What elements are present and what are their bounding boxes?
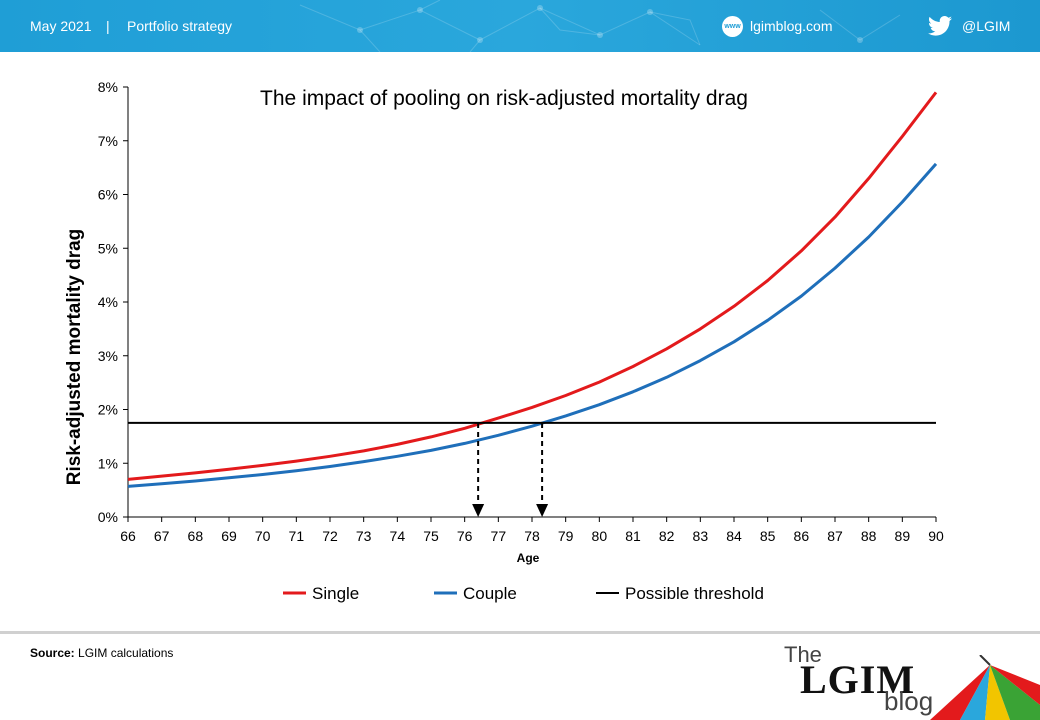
x-tick-label: 74 (390, 528, 406, 544)
y-tick-label: 0% (98, 509, 118, 525)
x-tick-label: 79 (558, 528, 574, 544)
y-tick-label: 5% (98, 240, 118, 256)
y-tick-label: 4% (98, 294, 118, 310)
x-tick-label: 88 (861, 528, 877, 544)
x-tick-label: 76 (457, 528, 473, 544)
source-note: Source: LGIM calculations (30, 646, 173, 660)
legend-label: Couple (463, 584, 517, 603)
x-tick-label: 86 (794, 528, 810, 544)
page-header: May 2021 | Portfolio strategy www lgimbl… (0, 0, 1040, 52)
series-line-couple (127, 162, 938, 488)
y-tick-label: 8% (98, 79, 118, 95)
x-tick-label: 68 (188, 528, 204, 544)
y-tick-label: 3% (98, 348, 118, 364)
x-tick-label: 69 (221, 528, 237, 544)
header-section: Portfolio strategy (127, 18, 233, 34)
chart-title: The impact of pooling on risk-adjusted m… (260, 87, 748, 110)
x-tick-label: 67 (154, 528, 170, 544)
x-tick-label: 83 (693, 528, 709, 544)
x-tick-label: 84 (726, 528, 742, 544)
footer-divider (0, 631, 1040, 634)
x-tick-label: 71 (289, 528, 305, 544)
y-tick-label: 2% (98, 402, 118, 418)
source-text: LGIM calculations (78, 646, 174, 660)
header-date: May 2021 (30, 18, 92, 34)
www-globe-icon[interactable]: www (722, 16, 743, 37)
y-tick-label: 7% (98, 133, 118, 149)
logo-the: The (784, 642, 822, 667)
x-axis-label: Age (517, 551, 540, 565)
logo-lgim: LGIM (800, 657, 916, 702)
x-tick-label: 78 (524, 528, 540, 544)
x-tick-label: 66 (120, 528, 136, 544)
x-tick-label: 70 (255, 528, 271, 544)
arrow-down-icon (472, 504, 485, 517)
x-tick-label: 90 (928, 528, 944, 544)
twitter-handle[interactable]: @LGIM (962, 18, 1011, 34)
source-label: Source: (30, 646, 75, 660)
network-pattern (299, 0, 901, 52)
series-line-single (127, 91, 938, 481)
x-tick-label: 89 (895, 528, 911, 544)
x-tick-label: 72 (322, 528, 338, 544)
x-tick-label: 81 (625, 528, 641, 544)
umbrella-logo-icon (930, 655, 1040, 720)
logo-blog: blog (884, 686, 934, 716)
legend-label: Single (312, 584, 359, 603)
y-tick-label: 6% (98, 187, 118, 203)
mortality-drag-chart: The impact of pooling on risk-adjusted m… (64, 79, 944, 603)
x-tick-label: 73 (356, 528, 372, 544)
x-tick-label: 87 (827, 528, 843, 544)
x-tick-label: 77 (491, 528, 507, 544)
website-link[interactable]: lgimblog.com (750, 18, 833, 34)
legend-label: Possible threshold (625, 584, 764, 603)
x-tick-label: 75 (423, 528, 439, 544)
twitter-bird-icon[interactable] (928, 16, 952, 36)
y-axis-label: Risk-adjusted mortality drag (64, 229, 85, 486)
x-tick-label: 85 (760, 528, 776, 544)
y-tick-label: 1% (98, 455, 118, 471)
header-separator: | (106, 18, 110, 34)
x-tick-label: 82 (659, 528, 675, 544)
arrow-down-icon (536, 504, 549, 517)
x-tick-label: 80 (592, 528, 608, 544)
